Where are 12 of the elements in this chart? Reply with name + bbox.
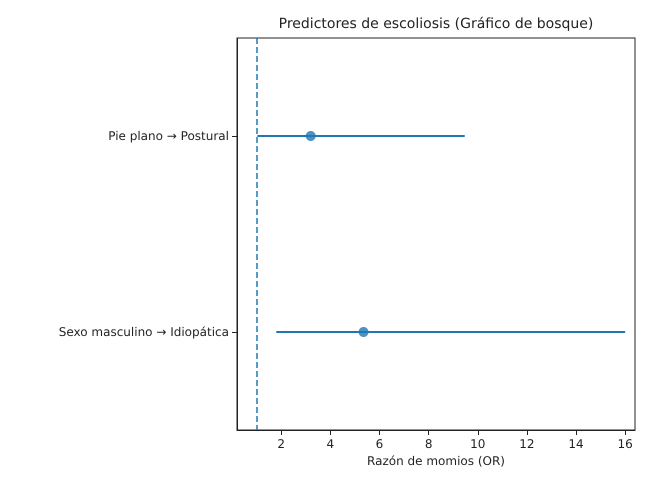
x-tick-label: 8 <box>424 437 432 451</box>
x-tick-label: 4 <box>326 437 334 451</box>
x-tick-label: 16 <box>618 437 633 451</box>
y-tick-label: Sexo masculino → Idiopática <box>58 325 229 339</box>
x-axis-title: Razón de momios (OR) <box>367 454 505 468</box>
chart-title: Predictores de escoliosis (Gráfico de bosque) <box>278 16 594 32</box>
x-tick-label: 2 <box>277 437 286 451</box>
x-tick-label: 6 <box>376 437 384 451</box>
x-tick-label: 12 <box>519 437 535 451</box>
y-tick-label: Pie plano → Postural <box>108 129 229 143</box>
x-tick-label: 10 <box>470 437 486 451</box>
x-tick-label: 14 <box>568 437 584 451</box>
